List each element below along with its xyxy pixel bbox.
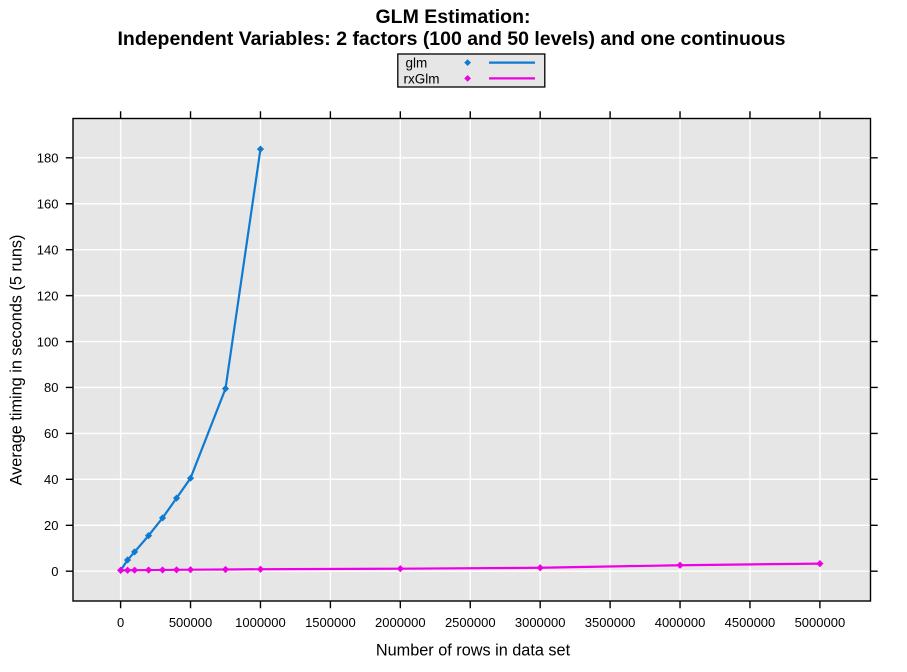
svg-text:5000000: 5000000	[795, 615, 846, 630]
svg-text:4000000: 4000000	[655, 615, 706, 630]
svg-text:2500000: 2500000	[445, 615, 496, 630]
svg-text:180: 180	[37, 151, 59, 166]
svg-text:20: 20	[44, 518, 58, 533]
svg-text:0: 0	[51, 564, 58, 579]
svg-text:4500000: 4500000	[725, 615, 776, 630]
svg-text:2000000: 2000000	[375, 615, 426, 630]
svg-text:1000000: 1000000	[235, 615, 286, 630]
svg-text:40: 40	[44, 472, 58, 487]
svg-text:Average timing in seconds (5 r: Average timing in seconds (5 runs)	[8, 235, 26, 486]
svg-text:80: 80	[44, 380, 58, 395]
svg-text:glm: glm	[406, 56, 428, 71]
svg-text:3500000: 3500000	[585, 615, 636, 630]
svg-text:0: 0	[117, 615, 124, 630]
svg-text:Number of rows in data set: Number of rows in data set	[376, 642, 571, 660]
svg-text:140: 140	[37, 242, 59, 257]
svg-text:120: 120	[37, 288, 59, 303]
svg-text:rxGlm: rxGlm	[404, 71, 440, 86]
svg-text:60: 60	[44, 426, 58, 441]
svg-text:1500000: 1500000	[305, 615, 356, 630]
svg-text:3000000: 3000000	[515, 615, 566, 630]
svg-text:160: 160	[37, 196, 59, 211]
svg-text:500000: 500000	[169, 615, 212, 630]
svg-text:GLM Estimation:: GLM Estimation:	[376, 6, 531, 28]
svg-text:Independent Variables: 2 facto: Independent Variables: 2 factors (100 an…	[118, 28, 786, 50]
svg-text:100: 100	[37, 334, 59, 349]
